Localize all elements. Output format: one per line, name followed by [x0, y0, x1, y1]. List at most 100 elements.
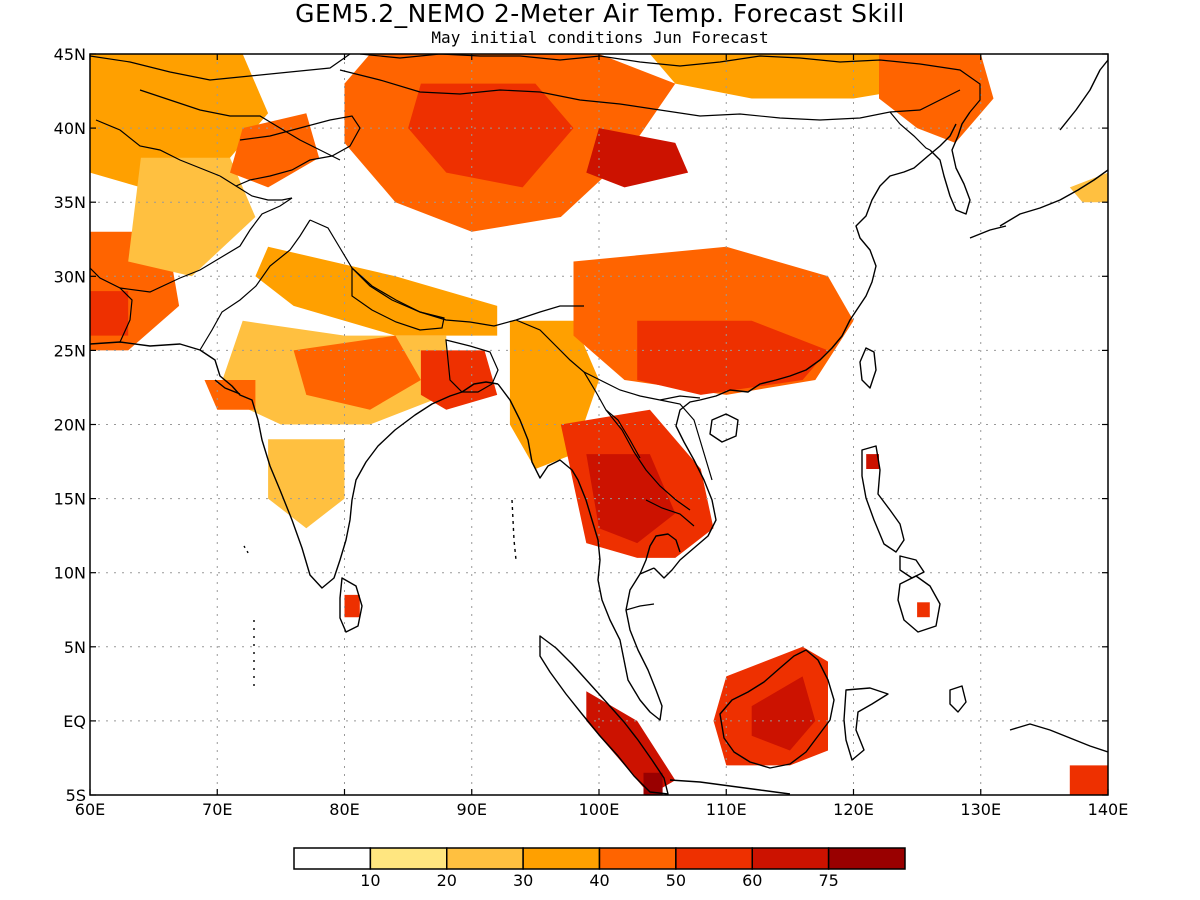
border-thai-laos — [605, 409, 691, 511]
legend: 10 20 30 40 50 60 75 — [293, 847, 906, 890]
coast-southchina — [699, 123, 957, 401]
border-kyrgyz-china — [235, 115, 361, 187]
legend-swatch-1 — [369, 847, 448, 870]
skill-region-23 — [751, 676, 816, 751]
coast-moluccas — [949, 685, 967, 713]
border-afg-pak — [119, 197, 293, 293]
skill-region-6 — [90, 291, 129, 336]
border-myanmar — [515, 319, 641, 459]
skill-region-8 — [230, 113, 320, 188]
coast-japan-3 — [1059, 59, 1108, 131]
skill-region-15 — [344, 594, 360, 618]
skill-region-2 — [586, 128, 689, 188]
skill-region-29 — [1069, 172, 1108, 203]
legend-label-1: 10 — [360, 871, 380, 890]
lat-label-10: 5S — [66, 786, 86, 805]
border-bangladesh — [445, 339, 499, 393]
coastlines — [90, 59, 1108, 795]
lon-label-8: 140E — [1088, 800, 1129, 819]
coast-sulawesi — [843, 687, 889, 761]
coast-lakshadweep — [243, 545, 251, 557]
border-china-mong — [339, 69, 961, 121]
coast-andaman — [511, 499, 517, 561]
legend-label-2: 20 — [437, 871, 457, 890]
country-borders — [90, 54, 981, 611]
skill-region-26 — [866, 454, 879, 469]
coast-hainan — [709, 413, 739, 443]
lon-label-5: 110E — [706, 800, 747, 819]
coast-gujarat — [214, 379, 241, 395]
legend-swatch-5 — [675, 847, 753, 870]
coast-visayas — [899, 555, 925, 579]
skill-region-28 — [1069, 765, 1108, 795]
lat-label-2: 35N — [54, 193, 86, 212]
border-laos-viet — [583, 371, 713, 481]
border-china-viet — [659, 395, 701, 401]
coast-myanmar — [497, 383, 625, 661]
coast-japan — [999, 169, 1108, 227]
lon-label-4: 100E — [579, 800, 620, 819]
skill-region-12 — [204, 380, 256, 410]
legend-swatch-4 — [598, 847, 677, 870]
legend-label-7: 75 — [818, 871, 838, 890]
lat-label-9: EQ — [63, 712, 86, 731]
legend-label-6: 60 — [742, 871, 762, 890]
skill-region-7 — [128, 157, 256, 277]
lon-label-6: 120E — [833, 800, 874, 819]
coast-srilanka — [339, 577, 363, 633]
skill-region-24 — [586, 691, 676, 795]
lat-label-4: 25N — [54, 341, 86, 360]
legend-swatch-2 — [446, 847, 524, 870]
border-nepal — [351, 266, 445, 331]
coast-malaya — [623, 567, 663, 721]
legend-swatch-6 — [751, 847, 830, 870]
skill-region-11 — [293, 335, 421, 410]
lat-label-1: 40N — [54, 119, 86, 138]
coast-java — [669, 779, 791, 795]
chart-subtitle: May initial conditions Jun Forecast — [431, 28, 769, 47]
legend-swatch-3 — [522, 847, 601, 870]
border-russia-mong — [359, 54, 981, 113]
legend-label-4: 40 — [589, 871, 609, 890]
legend-label-5: 50 — [666, 871, 686, 890]
lon-label-7: 130E — [960, 800, 1001, 819]
lon-label-0: 60E — [75, 800, 105, 819]
skill-region-13 — [420, 350, 498, 410]
coast-gulf-thai — [639, 533, 681, 575]
legend-swatch-7 — [827, 847, 906, 870]
coast-borneo — [719, 649, 835, 769]
coast-japan-2 — [969, 225, 1007, 239]
legend-swatch-0 — [293, 847, 372, 870]
border-tajik — [219, 175, 293, 201]
lat-label-3: 30N — [54, 267, 86, 286]
border-turkmen — [95, 119, 221, 177]
skill-region-27 — [917, 602, 930, 618]
lon-label-2: 80E — [329, 800, 359, 819]
skill-region-4 — [90, 54, 269, 188]
coast-newguinea — [1009, 723, 1108, 753]
border-cambodia — [645, 499, 695, 527]
coast-india — [90, 341, 499, 589]
lat-label-0: 45N — [54, 45, 86, 64]
border-central-asia — [139, 89, 341, 161]
coast-sumatra — [539, 635, 669, 795]
coast-taiwan — [859, 347, 877, 389]
border-india-pak — [199, 219, 311, 351]
skill-region-21 — [879, 54, 994, 143]
border-china-korea — [889, 111, 931, 151]
legend-label-3: 30 — [513, 871, 533, 890]
skill-shading — [90, 54, 1108, 795]
chart-title: GEM5.2_NEMO 2-Meter Air Temp. Forecast S… — [295, 0, 905, 28]
lat-label-6: 15N — [54, 490, 86, 509]
skill-region-9 — [255, 246, 498, 336]
skill-region-18 — [637, 320, 828, 395]
border-iran-pak — [90, 267, 133, 343]
border-kazakh — [90, 54, 351, 81]
border-india-china — [309, 219, 584, 327]
skill-region-1 — [408, 83, 574, 188]
coast-luzon — [861, 445, 905, 553]
lat-label-8: 5N — [64, 638, 86, 657]
border-malay-thai — [625, 603, 655, 611]
